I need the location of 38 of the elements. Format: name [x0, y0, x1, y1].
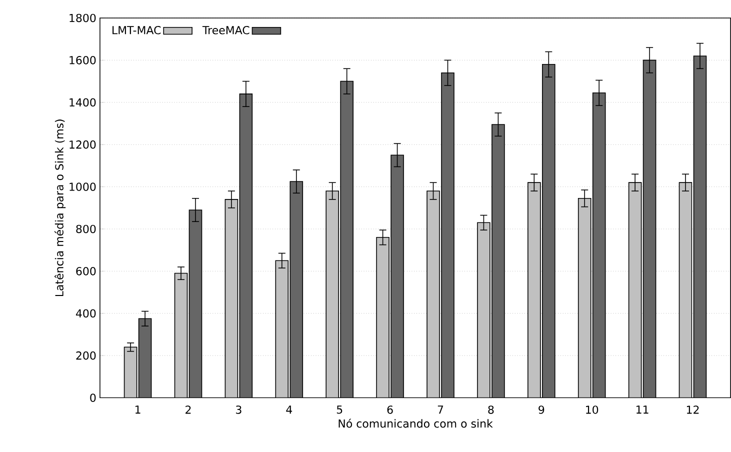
bar	[492, 124, 505, 398]
bar	[290, 181, 304, 398]
x-tick-label: 4	[286, 406, 292, 414]
bar	[239, 94, 253, 398]
bar	[693, 56, 707, 398]
y-tick-label: 600	[76, 267, 96, 276]
legend-label: LMT-MAC	[112, 26, 161, 34]
bar	[441, 72, 454, 398]
y-tick-label: 200	[76, 352, 96, 360]
x-tick-label: 6	[387, 406, 393, 414]
legend-label: TreeMAC	[202, 26, 250, 34]
x-tick-label: 10	[586, 406, 598, 414]
bar	[390, 154, 404, 398]
x-tick-label: 5	[336, 406, 342, 414]
x-tick-label: 2	[186, 406, 191, 414]
x-tick-label: 8	[488, 406, 494, 414]
bar	[542, 64, 556, 398]
y-tick-label: 0	[90, 394, 96, 402]
bar	[340, 81, 354, 398]
bar	[642, 60, 656, 398]
bar	[188, 210, 202, 398]
y-tick-label: 1000	[70, 182, 96, 192]
y-tick-label: 1200	[70, 140, 96, 149]
bar	[592, 92, 606, 398]
y-tick-label: 400	[76, 309, 96, 318]
x-tick-label: 7	[438, 406, 444, 414]
x-tick-label: 11	[636, 406, 648, 414]
x-tick-label: 9	[538, 406, 544, 414]
x-tick-label: 12	[686, 406, 699, 414]
y-tick-label: 800	[76, 224, 96, 234]
y-tick-label: 1800	[70, 14, 96, 22]
x-tick-label: 1	[136, 406, 140, 414]
x-axis-title: Nó comunicando com o sink	[338, 418, 493, 428]
y-axis-title: Latência média para o Sink (ms)	[54, 120, 66, 296]
bar	[138, 318, 152, 398]
y-tick-label: 1600	[70, 56, 96, 64]
y-tick-label: 1400	[70, 98, 96, 107]
x-tick-label: 3	[236, 406, 242, 414]
